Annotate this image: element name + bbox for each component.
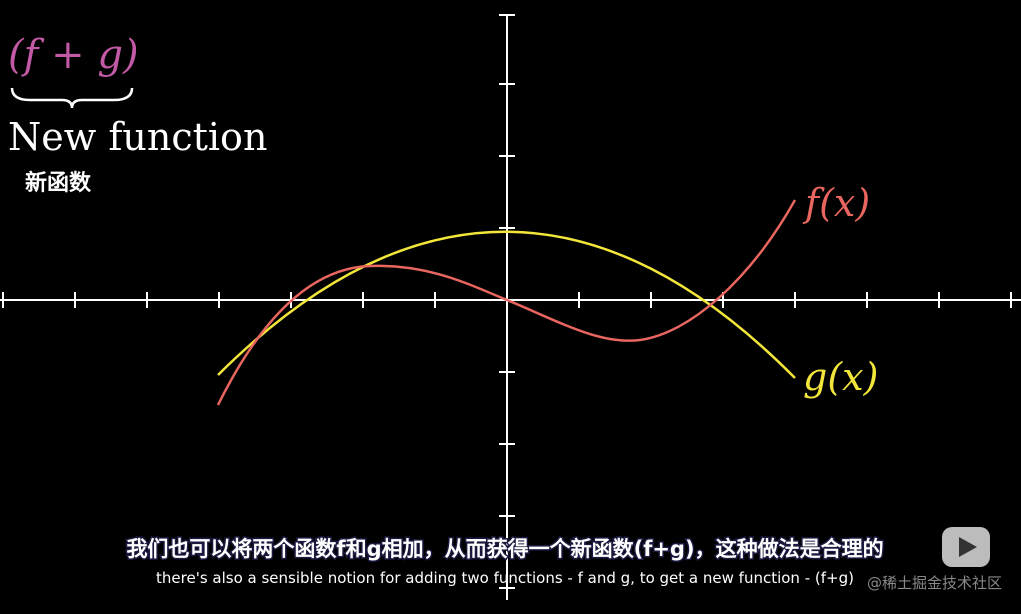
play-icon-triangle — [959, 537, 977, 557]
brace — [10, 87, 134, 109]
caption-zh: 新函数 — [25, 170, 92, 196]
watermark: @稀土掘金技术社区 — [867, 574, 1002, 592]
g-curve — [217, 230, 796, 379]
caption: New function — [8, 115, 267, 159]
subtitle-en: there's also a sensible notion for addin… — [156, 569, 854, 587]
axes — [0, 14, 1021, 600]
f-curve — [216, 199, 797, 406]
g-label: g(x) — [803, 355, 878, 399]
play-icon[interactable] — [942, 527, 990, 567]
subtitle-zh: 我们也可以将两个函数f和g相加，从而获得一个新函数(f+g)，这种做法是合理的 — [126, 537, 883, 561]
f-label: f(x) — [802, 181, 870, 225]
formula: (f + g) — [8, 32, 139, 78]
